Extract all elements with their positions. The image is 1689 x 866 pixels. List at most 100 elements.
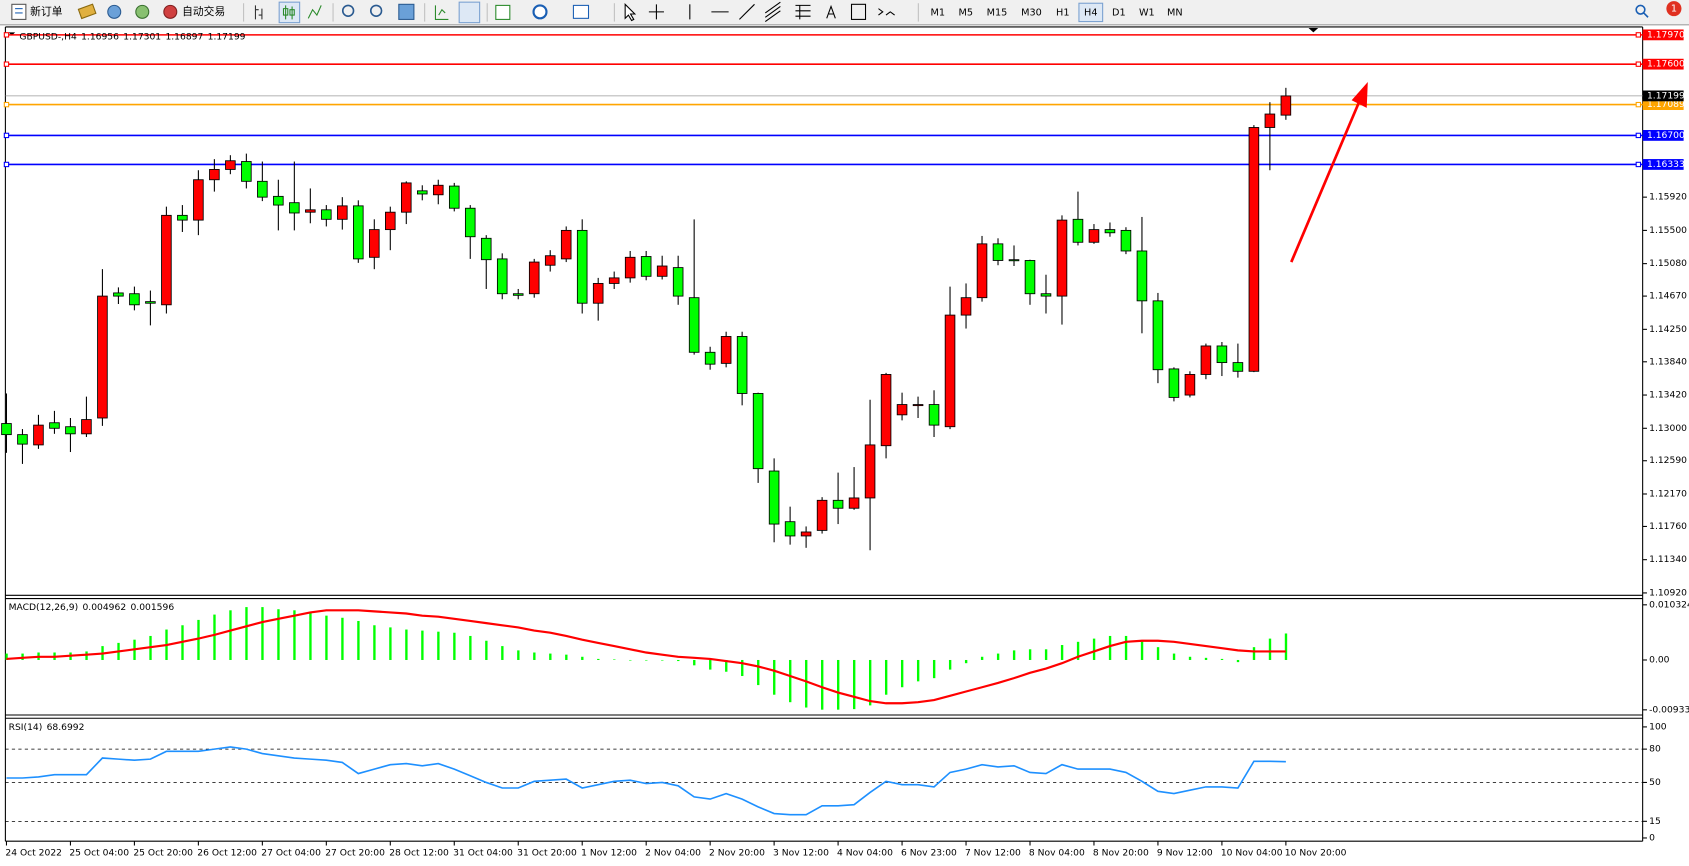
tile-windows[interactable] [398, 3, 415, 20]
auto-scroll[interactable] [434, 5, 449, 20]
candle-body [672, 267, 684, 297]
ohlc-value: 1.16897 [165, 31, 203, 42]
macd-bar [1092, 638, 1096, 660]
y-tick-label: 0.010324 [1649, 599, 1689, 610]
y-tick-label: 0 [1649, 832, 1655, 843]
candle-body [209, 169, 220, 181]
level-label-box [1642, 99, 1684, 111]
arrow-head [1351, 81, 1368, 108]
search [1643, 12, 1649, 18]
chart-shift-marker [1308, 28, 1319, 33]
macd-bar [980, 656, 984, 660]
timeframe-label: M30 [1021, 7, 1042, 18]
macd-bar [868, 659, 872, 706]
new-order-button[interactable]: 新订单 [11, 3, 63, 20]
macd-bar [964, 659, 968, 664]
candle-body [1072, 218, 1084, 243]
x-tick-label: 27 Oct 04:00 [261, 848, 321, 859]
candle-body [353, 205, 364, 260]
candle-body [752, 393, 764, 470]
macd-bar [453, 632, 456, 660]
icon[interactable] [135, 4, 150, 19]
templates[interactable] [572, 4, 590, 19]
x-tick-label: 8 Nov 04:00 [1029, 848, 1085, 859]
chart-shift[interactable] [458, 1, 481, 24]
candle-body [337, 205, 348, 220]
macd-bar [357, 620, 360, 660]
candle-body [305, 209, 316, 213]
candle-body [976, 243, 988, 299]
candle-body [704, 351, 716, 365]
periods[interactable] [532, 4, 548, 20]
fibonacci[interactable] [795, 4, 811, 20]
macd-bar [741, 659, 744, 677]
label-tool[interactable] [850, 3, 867, 20]
candle-body [464, 207, 476, 238]
ohlc-value: 1.17301 [123, 31, 161, 42]
candle-body [944, 314, 956, 428]
macd-bar [805, 659, 808, 708]
candle-body [448, 185, 460, 209]
macd-bar [309, 612, 312, 660]
arrows-tool[interactable] [878, 8, 895, 16]
channel[interactable] [764, 1, 781, 23]
candle-body [880, 374, 892, 447]
trendline[interactable] [739, 3, 755, 20]
candle-body [17, 434, 28, 445]
auto-trading-button[interactable]: 自动交易 [163, 4, 225, 19]
rsi-line [6, 746, 1286, 816]
x-tick-label: 31 Oct 04:00 [453, 848, 513, 859]
macd-bar [773, 659, 776, 695]
macd-bar [229, 610, 232, 660]
macd-bar [1172, 653, 1176, 660]
chart-window [4, 26, 1644, 842]
candle-body [416, 190, 428, 195]
timeframe-label: M5 [958, 7, 973, 18]
crosshair[interactable] [648, 4, 664, 20]
candle-body [49, 422, 60, 429]
macd-bar [5, 653, 8, 660]
level-anchor [1635, 32, 1642, 38]
macd-bar [693, 659, 696, 666]
zoom-out[interactable] [369, 4, 383, 17]
macd-bar [373, 625, 376, 660]
y-tick-label: 1.14250 [1649, 324, 1687, 335]
x-tick-label: 2 Nov 20:00 [709, 848, 765, 859]
candle-body [512, 293, 524, 296]
x-tick-label: 25 Oct 04:00 [69, 848, 129, 859]
line-tool[interactable] [307, 5, 322, 19]
text-tool[interactable] [826, 4, 836, 19]
macd-bar [405, 629, 408, 660]
candle-body [624, 256, 636, 279]
candle-body [528, 261, 540, 295]
icon[interactable] [107, 4, 122, 19]
timeframe-label: H4 [1084, 7, 1097, 18]
search[interactable] [1635, 4, 1646, 15]
level-anchor [3, 61, 10, 67]
macd-bar [1156, 647, 1160, 660]
candle-body [1, 423, 12, 436]
zoom-in[interactable] [341, 4, 355, 17]
notification-badge[interactable] [1666, 1, 1682, 17]
icon[interactable] [77, 3, 97, 20]
candle-body [1088, 229, 1100, 243]
macd-bar [597, 658, 600, 660]
macd-bar [837, 659, 840, 710]
candle-body [560, 229, 572, 260]
macd-bar [1012, 650, 1016, 660]
cursor[interactable] [624, 3, 637, 22]
candle-body [257, 180, 268, 198]
bar-chart-tool[interactable] [254, 5, 263, 20]
macd-bar [261, 607, 264, 660]
candle-body [385, 211, 396, 231]
annotation-arrow [1290, 81, 1368, 263]
indicators[interactable] [495, 4, 511, 20]
macd-bar [501, 646, 504, 660]
level-label-box [1642, 58, 1684, 70]
macd-bar [421, 630, 424, 660]
y-tick-label: 1.12170 [1649, 488, 1687, 499]
y-tick-label: 1.13000 [1649, 423, 1687, 434]
candle-tool[interactable] [282, 5, 295, 20]
candle-body [1008, 259, 1020, 262]
timeframe-button[interactable] [1078, 2, 1104, 23]
